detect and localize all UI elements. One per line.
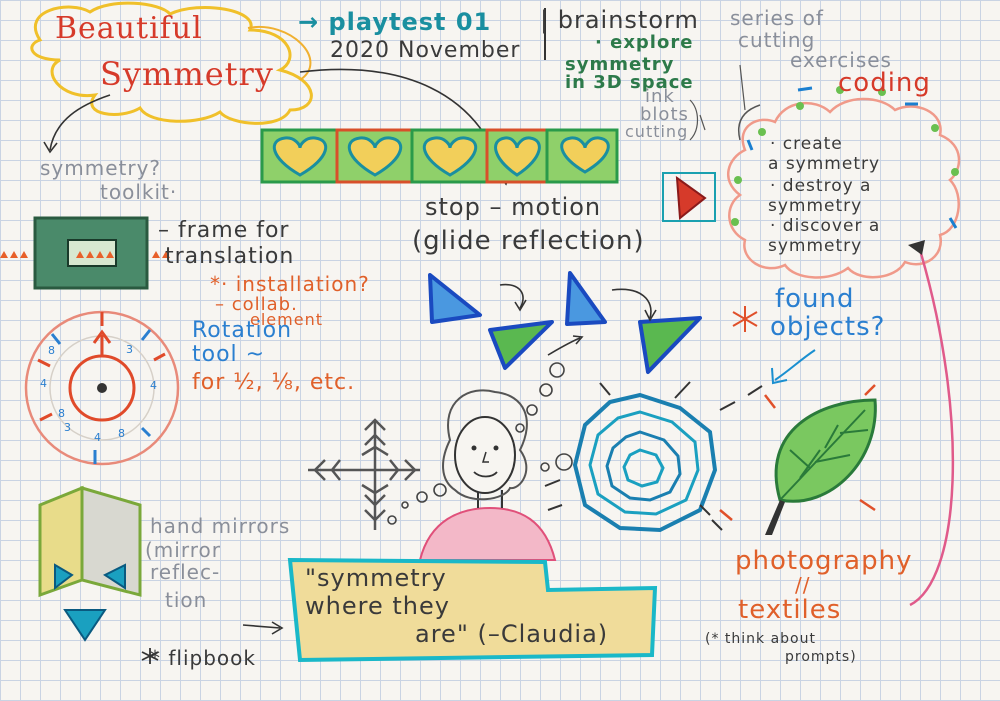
dial-number: 4	[150, 379, 158, 392]
prompts-line-2: prompts)	[785, 649, 857, 665]
dial-number: 3	[64, 421, 72, 434]
arrow-found	[774, 349, 816, 381]
cutting-label: cutting	[625, 122, 689, 141]
found-line-1: found	[775, 284, 855, 314]
quote-box	[287, 557, 658, 663]
dial-number: 8	[58, 407, 66, 420]
frame-label-2: translation	[165, 244, 295, 269]
dial-number: 4	[40, 377, 48, 390]
rotation-line-3: for ½, ⅛, etc.	[192, 370, 356, 395]
glide-triangles	[428, 271, 702, 374]
found-line-2: objects?	[770, 312, 886, 342]
person-sketch	[418, 389, 557, 561]
snowflake-sketch	[308, 418, 420, 530]
title-line-2: Symmetry	[100, 55, 274, 93]
playtest-label: → playtest 01	[298, 8, 492, 36]
flipbook-label: * flipbook	[150, 646, 256, 670]
mirrors-line-4: tion	[165, 588, 208, 612]
photography-separator: //	[795, 573, 811, 597]
title-cloud	[30, 1, 313, 125]
frame-label-1: – frame for	[158, 218, 290, 243]
heart-frieze	[260, 128, 619, 184]
installation-line-1: *· installation?	[210, 272, 370, 296]
coding-cloud	[727, 97, 961, 279]
arrow-pink	[909, 249, 955, 607]
rotation-line-2: tool ~	[192, 342, 266, 367]
dial-number: 8	[118, 427, 126, 440]
toolkit-line-1: symmetry?	[40, 156, 162, 180]
quote-line-3: are" (–Claudia)	[415, 620, 609, 648]
series-line-2: cutting	[738, 28, 816, 52]
coding-item-2: a symmetry	[768, 154, 881, 174]
title-line-1: Beautiful	[55, 11, 203, 46]
coding-item-3: · destroy a	[770, 176, 872, 196]
explore-line-1: · explore	[595, 32, 694, 53]
date-label: 2020 November	[330, 38, 521, 63]
mirror-book	[38, 485, 142, 642]
coding-item-1: · create	[770, 134, 843, 154]
quote-line-1: "symmetry	[305, 564, 447, 592]
arrow-title-toolkit	[49, 94, 111, 151]
thought-bubbles	[387, 362, 573, 525]
dial-number: 3	[126, 343, 134, 356]
rotation-dial	[24, 310, 180, 466]
ink-label: ink	[645, 86, 675, 107]
glide-icon-box	[662, 172, 716, 222]
installation-line-3: element	[250, 310, 323, 329]
dial-number: 8	[48, 344, 56, 357]
asterisk-icon	[732, 306, 758, 332]
coding-title: coding	[838, 68, 931, 98]
coding-item-5: · discover a	[770, 216, 881, 236]
installation-line-2: – collab.	[215, 294, 298, 315]
explore-line-3: in 3D space	[565, 72, 694, 93]
textiles-label: textiles	[738, 595, 842, 625]
series-line-3: exercises	[790, 48, 892, 72]
mirrors-line-1: hand mirrors	[150, 514, 291, 538]
bracket-cuts	[689, 99, 699, 141]
brainstorm-label: | brainstorm	[540, 6, 699, 34]
photography-label: photography	[735, 546, 913, 576]
coding-item-4: symmetry	[768, 196, 863, 216]
toolkit-line-2: toolkit·	[100, 180, 178, 204]
stop-motion-line-2: (glide reflection)	[412, 226, 645, 256]
prompts-line-1: (* think about	[705, 631, 816, 647]
web-shape	[544, 381, 763, 533]
coding-item-6: symmetry	[768, 236, 863, 256]
blots-label: blots	[640, 104, 689, 125]
stop-motion-line-1: stop – motion	[425, 193, 602, 221]
translation-frame	[0, 216, 170, 290]
rotation-line-1: Rotation	[192, 318, 293, 343]
leaf-sketch	[765, 398, 877, 535]
quote-line-2: where they	[305, 592, 450, 620]
mirrors-line-2: (mirror	[145, 538, 221, 562]
dial-number: 4	[94, 431, 102, 444]
series-line-1: series of	[730, 6, 824, 30]
explore-line-2: symmetry	[565, 54, 675, 75]
mirrors-line-3: reflec-	[150, 560, 221, 584]
